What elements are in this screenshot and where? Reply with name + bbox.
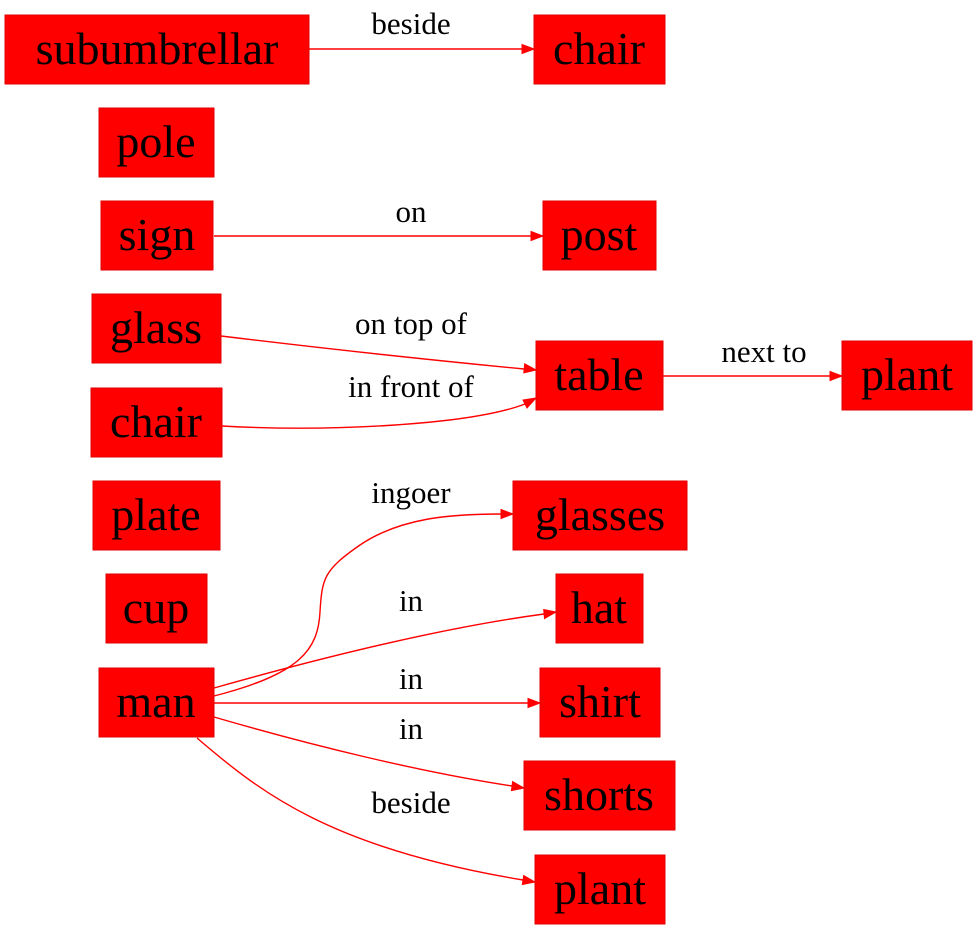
edge-chair-table: in front of [221,369,538,429]
node-label: plant [861,349,953,400]
node-box [535,340,664,411]
edge-line [213,513,502,697]
node-subumbrellar: subumbrellar [4,14,310,85]
edge-arrowhead [829,370,844,382]
node-label: glass [110,302,202,353]
node-box [534,854,666,925]
edge-table-plant: next to [663,334,844,382]
edge-sign-post: on [214,194,545,242]
edge-man-plant: beside [196,737,537,886]
node-label: man [116,676,195,727]
node-label: chair [110,396,202,447]
edge-line [196,737,524,881]
node-label: sign [119,209,196,260]
node-chair-2: chair [90,387,223,458]
edge-label-beside-2: beside [371,785,450,820]
edge-man-shirt: in [214,661,542,709]
node-box [92,480,221,551]
node-box [4,14,310,85]
edge-line [213,716,513,787]
edge-line [220,335,525,370]
node-box [100,200,214,271]
node-box [555,573,644,644]
edge-label-in-3: in [399,711,424,746]
edge-man-glasses: ingoer [213,475,515,697]
edge-line [213,613,545,689]
node-plate: plate [92,480,221,551]
node-box [98,107,215,178]
node-box [841,340,973,411]
node-label: shirt [559,676,641,727]
node-post: post [542,200,657,271]
edge-man-shorts: in [213,711,526,792]
node-box [533,14,666,85]
node-box [105,573,208,644]
edge-arrowhead [527,697,542,709]
edge-arrowhead [530,230,545,242]
node-label: plate [111,489,200,540]
edge-arrowhead [521,874,537,886]
node-hat: hat [555,573,644,644]
node-shorts: shorts [523,760,676,831]
edge-arrowhead [543,608,558,620]
edge-line [221,403,526,429]
edge-label-on-top-of: on top of [355,306,468,341]
node-label: shorts [544,769,654,820]
node-sign: sign [100,200,214,271]
node-box [542,200,657,271]
edge-arrowhead [521,43,536,55]
edge-label-in-2: in [399,661,424,696]
node-label: plant [554,863,646,914]
node-label: pole [116,116,195,167]
edge-label-next-to: next to [721,334,806,369]
edge-label-beside: beside [371,6,450,41]
node-label: chair [553,23,645,74]
node-glass: glass [91,293,222,364]
node-box [90,387,223,458]
node-man: man [98,667,215,738]
node-plant-2: plant [534,854,666,925]
edge-arrowhead [522,397,538,409]
edge-label-ingoer: ingoer [371,475,451,510]
node-label: hat [571,582,627,633]
node-box [512,480,688,551]
node-table: table [535,340,664,411]
edge-glass-table: on top of [220,306,538,374]
node-plant-1: plant [841,340,973,411]
edge-subumbrellar-chair: beside [309,6,536,55]
edge-arrowhead [523,362,538,374]
node-label: cup [123,582,189,633]
node-shirt: shirt [539,667,661,738]
node-glasses: glasses [512,480,688,551]
node-box [91,293,222,364]
edge-man-hat: in [213,583,558,689]
edge-arrowhead [510,780,526,792]
node-label: post [561,209,638,260]
node-box [523,760,676,831]
node-label: glasses [535,489,665,540]
edge-label-on: on [396,194,428,229]
node-label: table [554,349,643,400]
node-box [98,667,215,738]
edge-arrowhead [500,508,515,520]
node-chair-1: chair [533,14,666,85]
edge-label-in-1: in [399,583,424,618]
node-pole: pole [98,107,215,178]
node-cup: cup [105,573,208,644]
edge-label-in-front-of: in front of [348,369,474,404]
node-label: subumbrellar [36,23,279,74]
node-box [539,667,661,738]
